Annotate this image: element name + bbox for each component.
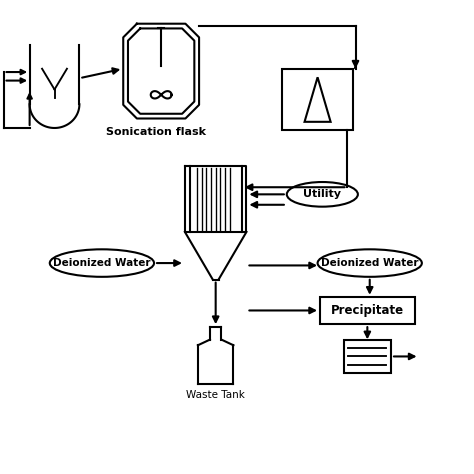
Text: Deionized Water: Deionized Water <box>321 258 419 268</box>
Text: Sonication flask: Sonication flask <box>107 127 206 137</box>
Bar <box>282 69 353 130</box>
Text: Utility: Utility <box>303 189 341 200</box>
Text: Waste Tank: Waste Tank <box>186 390 245 400</box>
Bar <box>344 340 391 373</box>
Bar <box>320 297 415 324</box>
Text: Precipitate: Precipitate <box>331 304 404 317</box>
Text: Deionized Water: Deionized Water <box>53 258 151 268</box>
